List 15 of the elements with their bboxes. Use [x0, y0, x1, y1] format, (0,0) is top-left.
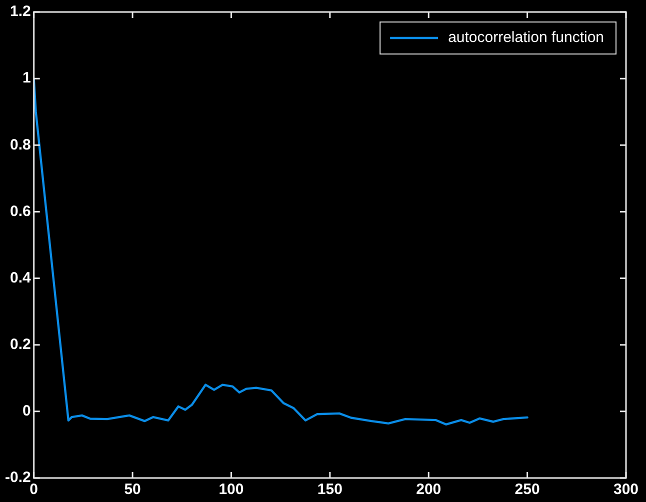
x-tick-label: 200 — [416, 481, 442, 498]
y-tick-label: 1 — [22, 70, 31, 87]
y-tick-label: 0.8 — [10, 136, 31, 154]
x-tick-label: 100 — [218, 481, 244, 498]
x-tick-label: 300 — [613, 481, 639, 498]
legend-label: autocorrelation function — [448, 29, 604, 46]
x-tick-label: 50 — [124, 481, 141, 498]
x-tick-label: 250 — [514, 481, 540, 498]
y-tick-label: 1.2 — [10, 3, 31, 20]
y-tick-label: -0.2 — [4, 469, 31, 486]
y-tick-label: 0.4 — [10, 269, 32, 286]
x-tick-label: 150 — [317, 481, 342, 498]
y-tick-label: 0.2 — [10, 336, 31, 353]
y-tick-label: 0 — [22, 402, 31, 420]
y-tick-label: 0.6 — [10, 202, 31, 220]
